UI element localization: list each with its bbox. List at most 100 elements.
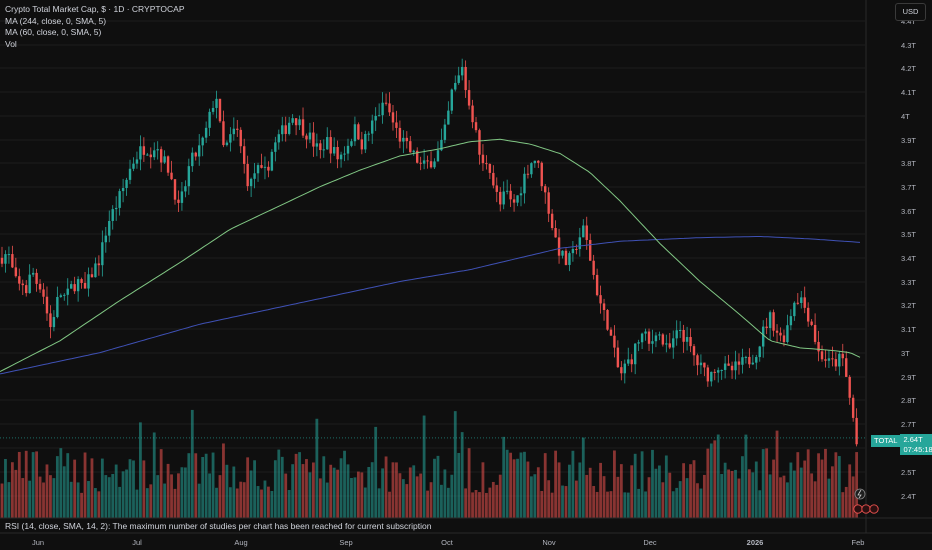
ma60-line (0, 138, 861, 373)
candle-body (488, 163, 492, 173)
candle-body (121, 188, 125, 192)
volume-bar (173, 488, 177, 518)
candle-body (436, 150, 440, 162)
volume-bar (754, 461, 758, 518)
volume-bar (107, 477, 111, 518)
candle-body (336, 146, 339, 160)
time-axis: Jun Jul Aug Sep Oct Nov Dec 2026 Feb (0, 517, 932, 547)
volume-bar (626, 492, 630, 518)
candle-body (416, 150, 419, 163)
volume-bar (751, 472, 755, 518)
y-tick-label: 2.7T (901, 420, 916, 429)
volume-legend[interactable]: Vol (5, 38, 17, 49)
candle-body (699, 362, 703, 366)
candle-body (768, 312, 772, 329)
candle-body (142, 146, 146, 155)
candles (0, 58, 858, 447)
candle-body (460, 66, 464, 76)
candle-body (405, 137, 409, 142)
volume-bar (585, 474, 589, 518)
volume-bar (329, 464, 333, 518)
volume-bar (7, 482, 11, 518)
volume-bar (516, 458, 519, 518)
ma244-legend[interactable]: MA (244, close, 0, SMA, 5) (5, 15, 107, 26)
volume-bar (481, 462, 485, 518)
candle-body (11, 254, 14, 268)
y-tick-label: 3.4T (901, 254, 916, 263)
volume-bar (301, 464, 305, 518)
volume-bar (498, 474, 502, 518)
candle-body (710, 371, 713, 382)
candle-body (464, 66, 467, 91)
volume-bar (685, 478, 689, 518)
volume-bar (630, 465, 634, 518)
volume-bar (796, 452, 800, 518)
volume-bar (377, 488, 381, 518)
candle-body (526, 173, 530, 175)
candle-body (443, 124, 447, 140)
ma60-legend[interactable]: MA (60, close, 0, SMA, 5) (5, 27, 102, 37)
volume-bar (682, 463, 686, 518)
candle-body (568, 253, 571, 265)
candle-body (516, 195, 519, 203)
volume-bar (820, 459, 824, 518)
volume-bar (640, 451, 644, 518)
event-marker-icon (853, 504, 863, 514)
candle-body (184, 186, 187, 192)
candle-body (360, 139, 364, 150)
x-tick-label: Oct (441, 538, 454, 547)
currency-button[interactable]: USD (895, 3, 926, 21)
volume-bar (83, 452, 87, 518)
event-marker-icon (869, 504, 879, 514)
last-price-tag: TOTAL 2.64T 07:45:18 (871, 434, 932, 455)
rsi-legend: RSI (14, close, SMA, 14, 2): The maximum… (5, 521, 432, 531)
candle-body (287, 122, 291, 134)
volume-bar (827, 478, 831, 518)
candle-body (786, 325, 789, 343)
candle-body (0, 257, 4, 264)
volume-bar (80, 492, 83, 518)
candle-body (25, 285, 28, 294)
x-tick-label: Feb (852, 538, 865, 547)
volume-bar (436, 455, 440, 518)
y-tick-label: 3.6T (901, 207, 916, 216)
volume-bar (104, 475, 108, 518)
candle-body (21, 283, 24, 286)
volume-bar (433, 458, 436, 518)
volume-bar (779, 477, 782, 518)
volume-bar (668, 472, 672, 518)
candle-body (613, 335, 616, 348)
y-tick-label: 3.7T (901, 183, 916, 192)
candle-body (80, 279, 83, 283)
candle-body (741, 357, 744, 365)
volume-bar (495, 484, 499, 518)
volume-bar (855, 452, 859, 518)
symbol-title[interactable]: Crypto Total Market Cap, $ · 1D · CRYPTO… (5, 4, 185, 14)
volume-bar (69, 481, 73, 518)
candle-body (678, 329, 682, 331)
volume-bar (786, 482, 789, 518)
volume-bar (844, 486, 848, 518)
volume-bar (623, 492, 627, 518)
candle-body (45, 296, 49, 314)
volume-bar (443, 469, 447, 518)
candle-body (346, 145, 350, 154)
candle-body (824, 359, 827, 361)
candle-body (720, 369, 723, 371)
volume-bar (564, 486, 568, 518)
candle-body (49, 313, 52, 328)
candle-body (692, 346, 696, 356)
candle-body (827, 358, 831, 361)
volume-bar (384, 456, 388, 518)
volume-bar (159, 449, 163, 518)
price-axis: 2.4T2.5T2.6T2.7T2.8T2.9T3T3.1T3.2T3.3T3.… (865, 0, 916, 533)
volume-bar (4, 459, 7, 518)
volume-bar (837, 456, 841, 518)
volume-bar (574, 480, 578, 518)
candle-body (800, 297, 803, 304)
candle-body (734, 361, 737, 371)
volume-bar (225, 464, 229, 518)
volume-bar (363, 487, 367, 518)
flash-icon (854, 488, 866, 500)
